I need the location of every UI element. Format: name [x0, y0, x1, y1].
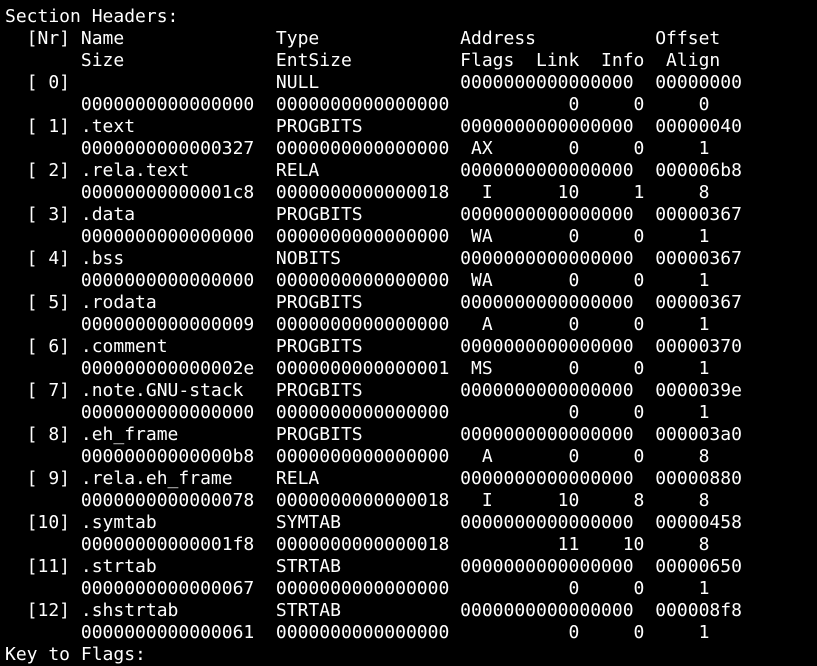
section-8-line-1: [ 8] .eh_frame PROGBITS 0000000000000000…: [5, 424, 742, 445]
section-5-line-1: [ 5] .rodata PROGBITS 0000000000000000 0…: [5, 292, 742, 313]
column-header-row-2: Size EntSize Flags Link Info Align: [5, 50, 721, 71]
section-4-line-1: [ 4] .bss NOBITS 0000000000000000 000003…: [5, 248, 742, 269]
section-12-line-2: 0000000000000061 0000000000000000 0 0 1: [5, 622, 710, 643]
terminal-output: Section Headers: [Nr] Name Type Address …: [5, 6, 742, 666]
section-9-line-2: 0000000000000078 0000000000000018 I 10 8…: [5, 490, 710, 511]
section-1-line-1: [ 1] .text PROGBITS 0000000000000000 000…: [5, 116, 742, 137]
section-0-line-2: 0000000000000000 0000000000000000 0 0 0: [5, 94, 710, 115]
section-3-line-2: 0000000000000000 0000000000000000 WA 0 0…: [5, 226, 710, 247]
section-11-line-1: [11] .strtab STRTAB 0000000000000000 000…: [5, 556, 742, 577]
section-5-line-2: 0000000000000009 0000000000000000 A 0 0 …: [5, 314, 710, 335]
key-to-flags-line: Key to Flags:: [5, 644, 146, 665]
section-10-line-1: [10] .symtab SYMTAB 0000000000000000 000…: [5, 512, 742, 533]
section-7-line-1: [ 7] .note.GNU-stack PROGBITS 0000000000…: [5, 380, 742, 401]
section-4-line-2: 0000000000000000 0000000000000000 WA 0 0…: [5, 270, 710, 291]
section-10-line-2: 00000000000001f8 0000000000000018 11 10 …: [5, 534, 710, 555]
column-header-row-1: [Nr] Name Type Address Offset: [5, 28, 721, 49]
section-1-line-2: 0000000000000327 0000000000000000 AX 0 0…: [5, 138, 710, 159]
section-12-line-1: [12] .shstrtab STRTAB 0000000000000000 0…: [5, 600, 742, 621]
section-11-line-2: 0000000000000067 0000000000000000 0 0 1: [5, 578, 710, 599]
section-8-line-2: 00000000000000b8 0000000000000000 A 0 0 …: [5, 446, 710, 467]
section-6-line-2: 000000000000002e 0000000000000001 MS 0 0…: [5, 358, 710, 379]
section-9-line-1: [ 9] .rela.eh_frame RELA 000000000000000…: [5, 468, 742, 489]
section-7-line-2: 0000000000000000 0000000000000000 0 0 1: [5, 402, 710, 423]
section-3-line-1: [ 3] .data PROGBITS 0000000000000000 000…: [5, 204, 742, 225]
section-2-line-2: 00000000000001c8 0000000000000018 I 10 1…: [5, 182, 710, 203]
section-headers-title: Section Headers:: [5, 6, 179, 27]
section-0-line-1: [ 0] NULL 0000000000000000 00000000: [5, 72, 742, 93]
section-2-line-1: [ 2] .rela.text RELA 0000000000000000 00…: [5, 160, 742, 181]
section-6-line-1: [ 6] .comment PROGBITS 0000000000000000 …: [5, 336, 742, 357]
